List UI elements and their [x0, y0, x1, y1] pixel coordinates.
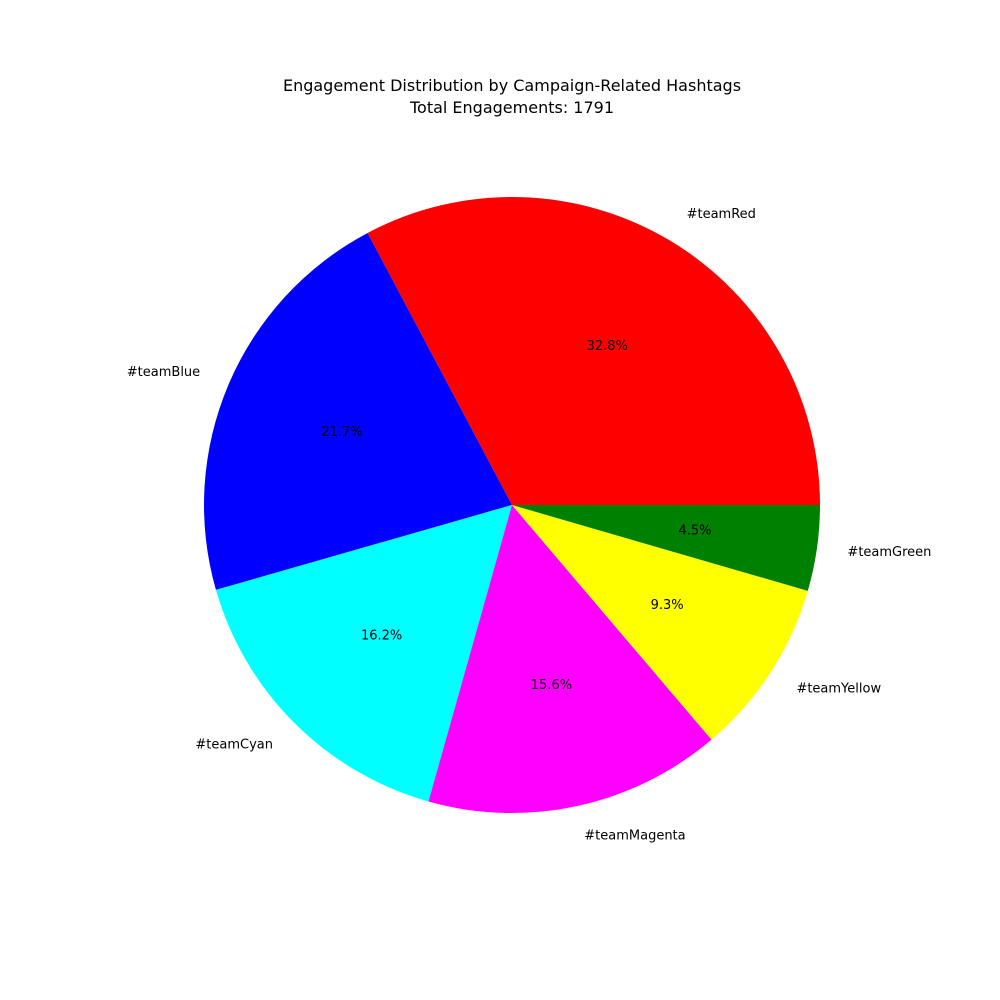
- pie-slice-teamred: [367, 197, 820, 505]
- slice-percent-teamblue: 21.7%: [321, 425, 362, 440]
- slice-percent-teamcyan: 16.2%: [361, 628, 402, 643]
- slice-label-teamblue: #teamBlue: [127, 365, 200, 380]
- pie-slice-teamblue: [204, 232, 512, 590]
- pie-slice-teamcyan: [215, 505, 512, 802]
- slice-percent-teamgreen: 4.5%: [678, 524, 711, 539]
- slice-label-teamyellow: #teamYellow: [796, 682, 881, 697]
- chart-title-line-1: Engagement Distribution by Campaign-Rela…: [283, 76, 741, 95]
- pie-slice-teammagenta: [428, 505, 712, 813]
- chart-title-line-2: Total Engagements: 1791: [409, 98, 614, 117]
- slice-percent-teamred: 32.8%: [587, 339, 628, 354]
- pie-labels: #teamRed 32.8% #teamBlue 21.7% #teamCyan 16.2…: [127, 207, 932, 843]
- slice-percent-teamyellow: 9.3%: [651, 598, 684, 613]
- slice-label-teamred: #teamRed: [687, 207, 756, 222]
- slice-label-teamcyan: #teamCyan: [195, 738, 273, 753]
- slice-label-teamgreen: #teamGreen: [847, 545, 931, 560]
- slice-label-teammagenta: #teamMagenta: [584, 829, 685, 844]
- slice-percent-teammagenta: 15.6%: [531, 678, 572, 693]
- pie-slices: [204, 197, 820, 813]
- pie-slice-teamgreen: [512, 505, 820, 591]
- pie-slice-teamyellow: [512, 505, 808, 740]
